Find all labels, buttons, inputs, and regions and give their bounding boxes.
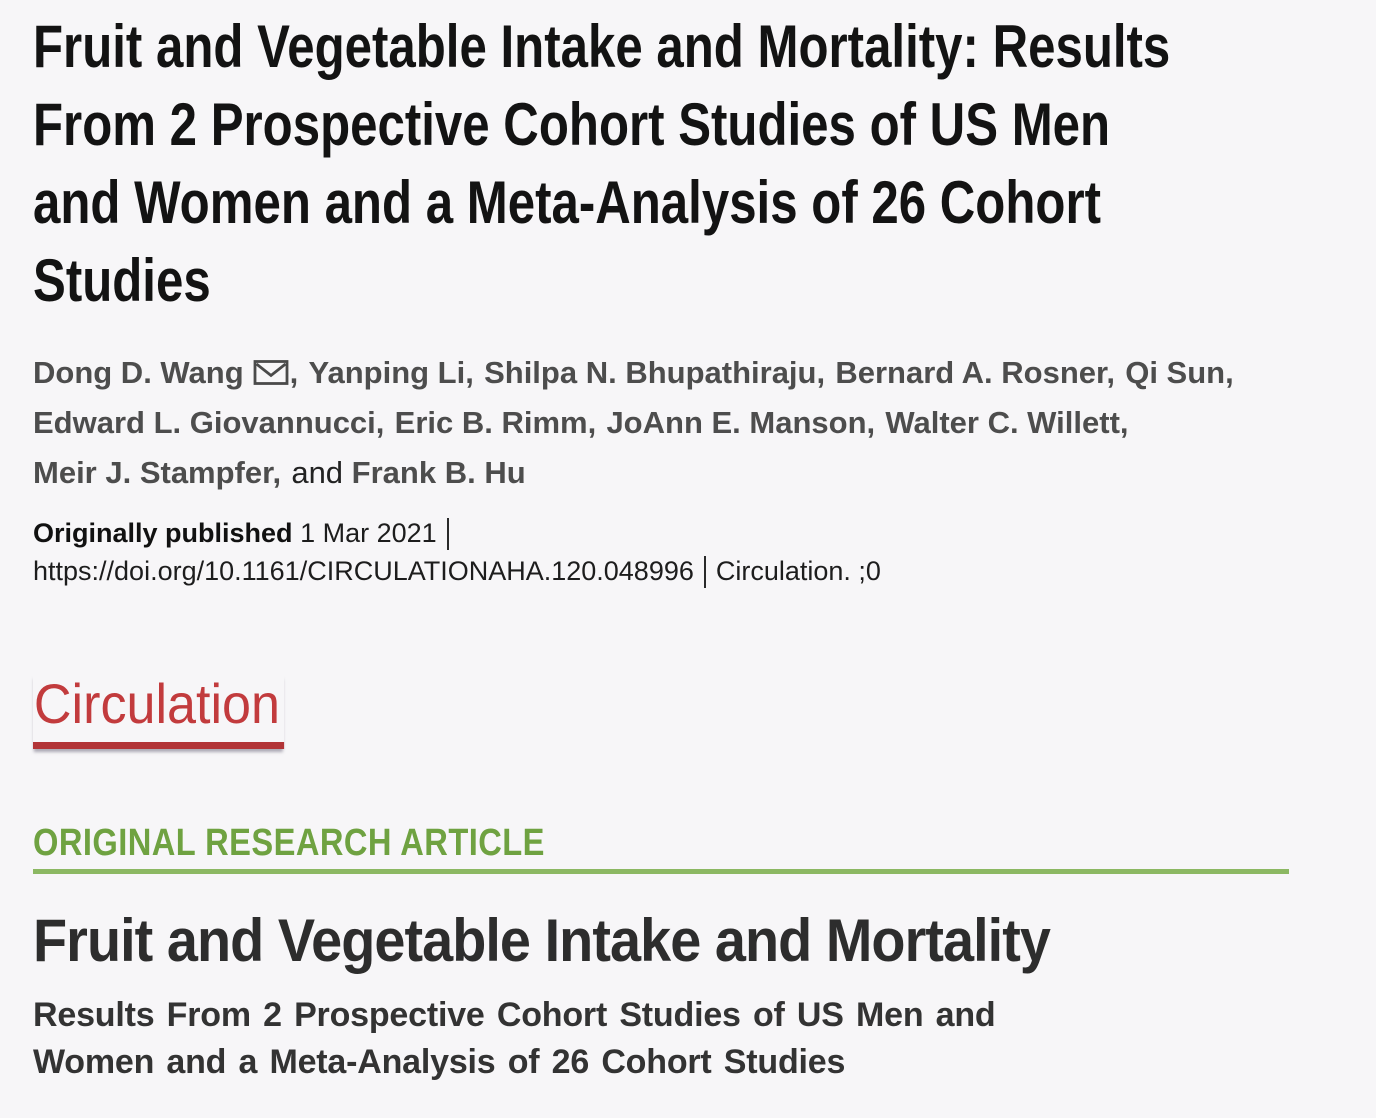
publication-info: Originally published 1 Mar 2021 https://… [33,514,1336,590]
author[interactable]: Meir J. Stampfer, [33,448,281,498]
author-separator: , [272,455,282,490]
author-list: Dong D. Wang, Yanping Li, Shilpa N. Bhupat… [33,348,1273,498]
masthead-title-line: Fruit and Vegetable Intake and Mortality… [33,13,1171,80]
author-separator: , [1119,405,1129,440]
author-separator: , [1225,355,1234,390]
author-separator: , [587,405,597,440]
author-name[interactable]: Meir J. Stampfer [33,455,273,490]
author-separator: , [866,405,876,440]
published-line: Originally published 1 Mar 2021 [33,514,1336,552]
author-separator: , [816,355,826,390]
separator-bar [703,556,706,588]
article-title-text: Fruit and Vegetable Intake and Mortality [33,907,1051,975]
author-separator: , [375,405,385,440]
envelope-icon[interactable] [253,359,289,386]
masthead-title-line: and Women and a Meta-Analysis of 26 Coho… [33,169,1101,236]
author-name[interactable]: Qi Sun [1125,355,1226,390]
author-name[interactable]: Bernard A. Rosner [835,355,1107,390]
author[interactable]: and Frank B. Hu [291,448,525,498]
author-name[interactable]: Frank B. Hu [351,455,526,490]
author-name[interactable]: Edward L. Giovannucci [33,405,376,440]
published-date: 1 Mar 2021 [300,518,437,548]
author-name[interactable]: Walter C. Willett [885,405,1120,440]
and-label: and [291,455,352,490]
masthead-title: Fruit and Vegetable Intake and Mortality… [33,8,1171,320]
author[interactable]: Edward L. Giovannucci, [33,398,384,448]
published-label: Originally published [33,518,293,548]
author[interactable]: JoAnn E. Manson, [606,398,875,448]
journal-logo-row: Circulation [33,673,1336,750]
author[interactable]: Qi Sun, [1125,348,1234,398]
masthead-title-line: From 2 Prospective Cohort Studies of US … [33,91,1111,158]
author-name[interactable]: Dong D. Wang [33,355,244,390]
author[interactable]: Shilpa N. Bhupathiraju, [484,348,825,398]
author-separator: , [1106,355,1115,390]
masthead-title-line: Studies [33,247,211,314]
author-separator: , [289,355,299,390]
article-title: Fruit and Vegetable Intake and Mortality [33,906,1336,976]
category-link[interactable]: ORIGINAL RESEARCH ARTICLE [33,822,545,865]
author[interactable]: Walter C. Willett, [885,398,1128,448]
author[interactable]: Bernard A. Rosner, [835,348,1115,398]
doi-line: https://doi.org/10.1161/CIRCULATIONAHA.1… [33,552,1336,590]
author[interactable]: Yanping Li, [309,348,474,398]
article-subtitle: Results From 2 Prospective Cohort Studie… [33,996,996,1082]
author-name[interactable]: Eric B. Rimm [394,405,588,440]
author-name[interactable]: Yanping Li [308,355,466,390]
journal-citation: Circulation. ;0 [715,556,881,586]
author[interactable]: Eric B. Rimm, [395,398,597,448]
author[interactable]: Dong D. Wang, [33,348,298,398]
category-row: ORIGINAL RESEARCH ARTICLE [33,821,1289,875]
doi-url: https://doi.org/10.1161/CIRCULATIONAHA.1… [33,556,694,586]
author-name[interactable]: Shilpa N. Bhupathiraju [484,355,817,390]
author-name[interactable]: JoAnn E. Manson [606,405,867,440]
author-separator: , [465,355,474,390]
separator-bar [446,518,449,550]
journal-link[interactable]: Circulation [33,673,284,750]
